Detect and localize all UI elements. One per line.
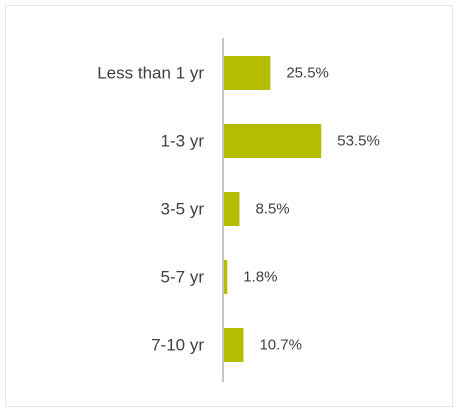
category-label: Less than 1 yr: [97, 64, 204, 83]
value-label: 10.7%: [259, 337, 302, 354]
bar-rows: Less than 1 yr 25.5% 1-3 yr 53.5% 3-5 yr 8.5%…: [97, 56, 380, 362]
category-label: 5-7 yr: [161, 268, 205, 287]
bar-row: 7-10 yr 10.7%: [151, 328, 302, 362]
bar: [224, 192, 240, 226]
bar-row: 3-5 yr 8.5%: [161, 192, 290, 226]
category-label: 3-5 yr: [161, 200, 205, 219]
bar: [224, 56, 271, 90]
value-label: 25.5%: [286, 65, 329, 82]
bar: [224, 328, 244, 362]
value-label: 8.5%: [255, 201, 289, 218]
bar: [224, 124, 322, 158]
category-label: 1-3 yr: [161, 132, 205, 151]
bar: [224, 260, 228, 294]
bar-row: 5-7 yr 1.8%: [161, 260, 277, 294]
bar-row: Less than 1 yr 25.5%: [97, 56, 329, 90]
category-label: 7-10 yr: [151, 336, 204, 355]
value-label: 1.8%: [243, 269, 277, 286]
value-label: 53.5%: [337, 133, 380, 150]
bar-row: 1-3 yr 53.5%: [161, 124, 380, 158]
